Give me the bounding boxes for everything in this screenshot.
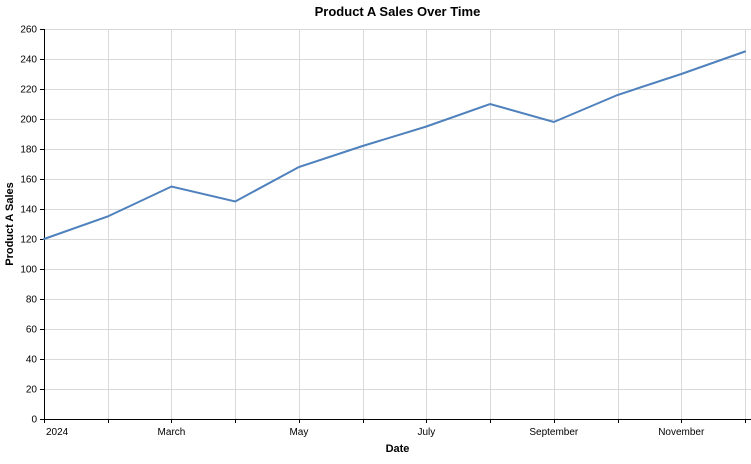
y-tick-label: 60: [26, 325, 38, 336]
y-axis-title: Product A Sales: [4, 182, 16, 266]
tick-labels: 0 20 40 60 80 100 120 140 160 180 200 220 240 260 2024…: [20, 25, 705, 439]
y-tick-label: 240: [20, 55, 37, 66]
y-tick-label: 0: [31, 415, 37, 426]
y-tick-label: 40: [26, 355, 38, 366]
x-tick-label: 2024: [46, 427, 69, 438]
x-tick-label: March: [158, 427, 186, 438]
x-tick-label: November: [658, 427, 705, 438]
y-tick-label: 260: [20, 25, 37, 36]
chart-title: Product A Sales Over Time: [314, 4, 481, 19]
x-axis-title: Date: [385, 443, 410, 455]
y-tick-label: 180: [20, 145, 37, 156]
y-tick-label: 200: [20, 115, 37, 126]
x-tick-label: July: [417, 427, 435, 438]
x-tick-label: May: [289, 427, 308, 438]
y-tick-label: 80: [26, 295, 38, 306]
series-line: [43, 50, 746, 240]
y-tick-label: 120: [20, 235, 37, 246]
gridlines: [44, 29, 751, 420]
x-tick-label: September: [529, 427, 579, 438]
y-tick-label: 20: [26, 385, 38, 396]
y-tick-label: 220: [20, 85, 37, 96]
y-tick-label: 100: [20, 265, 37, 276]
axes: [40, 29, 751, 423]
y-tick-label: 160: [20, 175, 37, 186]
y-tick-label: 140: [20, 205, 37, 216]
